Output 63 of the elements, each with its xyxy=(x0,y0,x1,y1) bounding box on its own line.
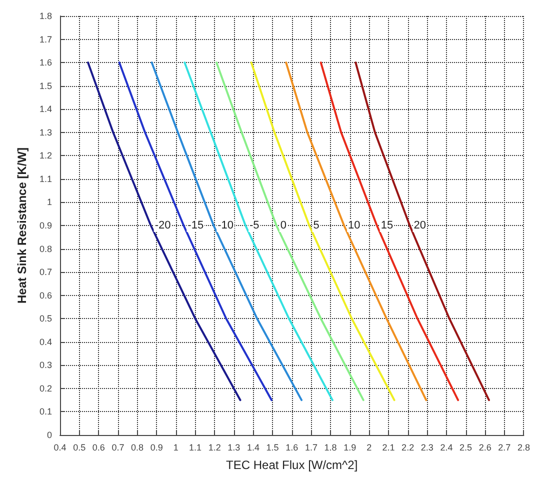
x-tick-label: 1 xyxy=(173,442,178,452)
y-tick-label: 0.9 xyxy=(39,220,52,230)
x-tick-label: 0.7 xyxy=(112,442,124,452)
line-series xyxy=(118,62,273,402)
x-tick-label: 0.4 xyxy=(54,442,66,452)
x-tick-label: 1.5 xyxy=(266,442,279,452)
x-tick-label: 2.7 xyxy=(498,442,511,452)
x-tick-label: 2.4 xyxy=(440,442,453,452)
y-tick-label: 1.8 xyxy=(39,11,52,21)
series-label: 15 xyxy=(380,220,394,232)
y-axis-title: Heat Sink Resistance [K/W] xyxy=(15,147,29,304)
x-tick-label: 0.8 xyxy=(131,442,144,452)
y-tick-label: 1.5 xyxy=(39,80,52,91)
y-tick-label: 1.4 xyxy=(39,104,52,114)
y-tick-label: 0.7 xyxy=(39,267,52,278)
y-tick-label: 1.7 xyxy=(39,34,52,44)
x-tick-label: 1.8 xyxy=(324,442,337,452)
y-tick-label: 0.6 xyxy=(39,290,52,300)
y-tick-label: 0.5 xyxy=(39,314,52,324)
x-tick-label: 1.9 xyxy=(344,442,356,452)
line-series xyxy=(320,62,460,402)
series-label: 0 xyxy=(280,220,287,232)
series-label: -15 xyxy=(188,220,204,232)
y-tick-label: 1.2 xyxy=(39,150,52,161)
x-tick-label: 1.4 xyxy=(246,442,260,452)
y-tick-label: 1.6 xyxy=(39,58,52,68)
y-tick-label: 1 xyxy=(46,197,52,208)
x-tick-label: 1.3 xyxy=(228,442,240,452)
series-label: 5 xyxy=(313,220,320,232)
series-label: 10 xyxy=(348,220,360,232)
line-series xyxy=(250,62,396,402)
line-series xyxy=(184,62,334,402)
x-tick-label: 0.9 xyxy=(150,442,163,452)
x-tick-label: 1.1 xyxy=(189,442,202,452)
x-tick-label: 1.6 xyxy=(286,442,298,452)
x-tick-label: 2.2 xyxy=(402,442,414,452)
line-series xyxy=(87,62,242,402)
series-label: -20 xyxy=(154,220,171,232)
y-tick-label: 0.3 xyxy=(39,360,52,370)
line-series xyxy=(216,62,364,402)
y-tick-label: 0.8 xyxy=(39,244,52,254)
x-tick-label: 2.6 xyxy=(478,442,492,452)
x-tick-label: 1.7 xyxy=(304,442,318,452)
x-tick-label: 0.5 xyxy=(73,442,86,452)
y-tick-label: 0.4 xyxy=(39,336,52,347)
x-tick-label: 2.5 xyxy=(460,442,472,452)
y-tick-label: 0.1 xyxy=(39,406,52,417)
x-tick-label: 2.3 xyxy=(420,442,434,452)
x-tick-label: 0.6 xyxy=(92,442,105,452)
y-tick-label: 0 xyxy=(46,430,52,440)
x-axis-title: TEC Heat Flux [W/cm^2] xyxy=(226,458,358,472)
x-tick-label: 1.2 xyxy=(208,442,221,452)
series-label: -5 xyxy=(250,220,260,232)
series-label: -10 xyxy=(218,220,234,232)
series-label: 20 xyxy=(414,220,426,232)
line-series xyxy=(285,62,428,402)
y-tick-label: 1.1 xyxy=(39,174,52,184)
y-tick-label: 1.3 xyxy=(39,127,52,138)
x-tick-label: 2.8 xyxy=(517,442,530,452)
x-tick-label: 2.1 xyxy=(382,442,395,452)
y-tick-label: 0.2 xyxy=(39,383,52,394)
x-tick-label: 2 xyxy=(366,442,372,452)
line-series xyxy=(150,62,303,402)
